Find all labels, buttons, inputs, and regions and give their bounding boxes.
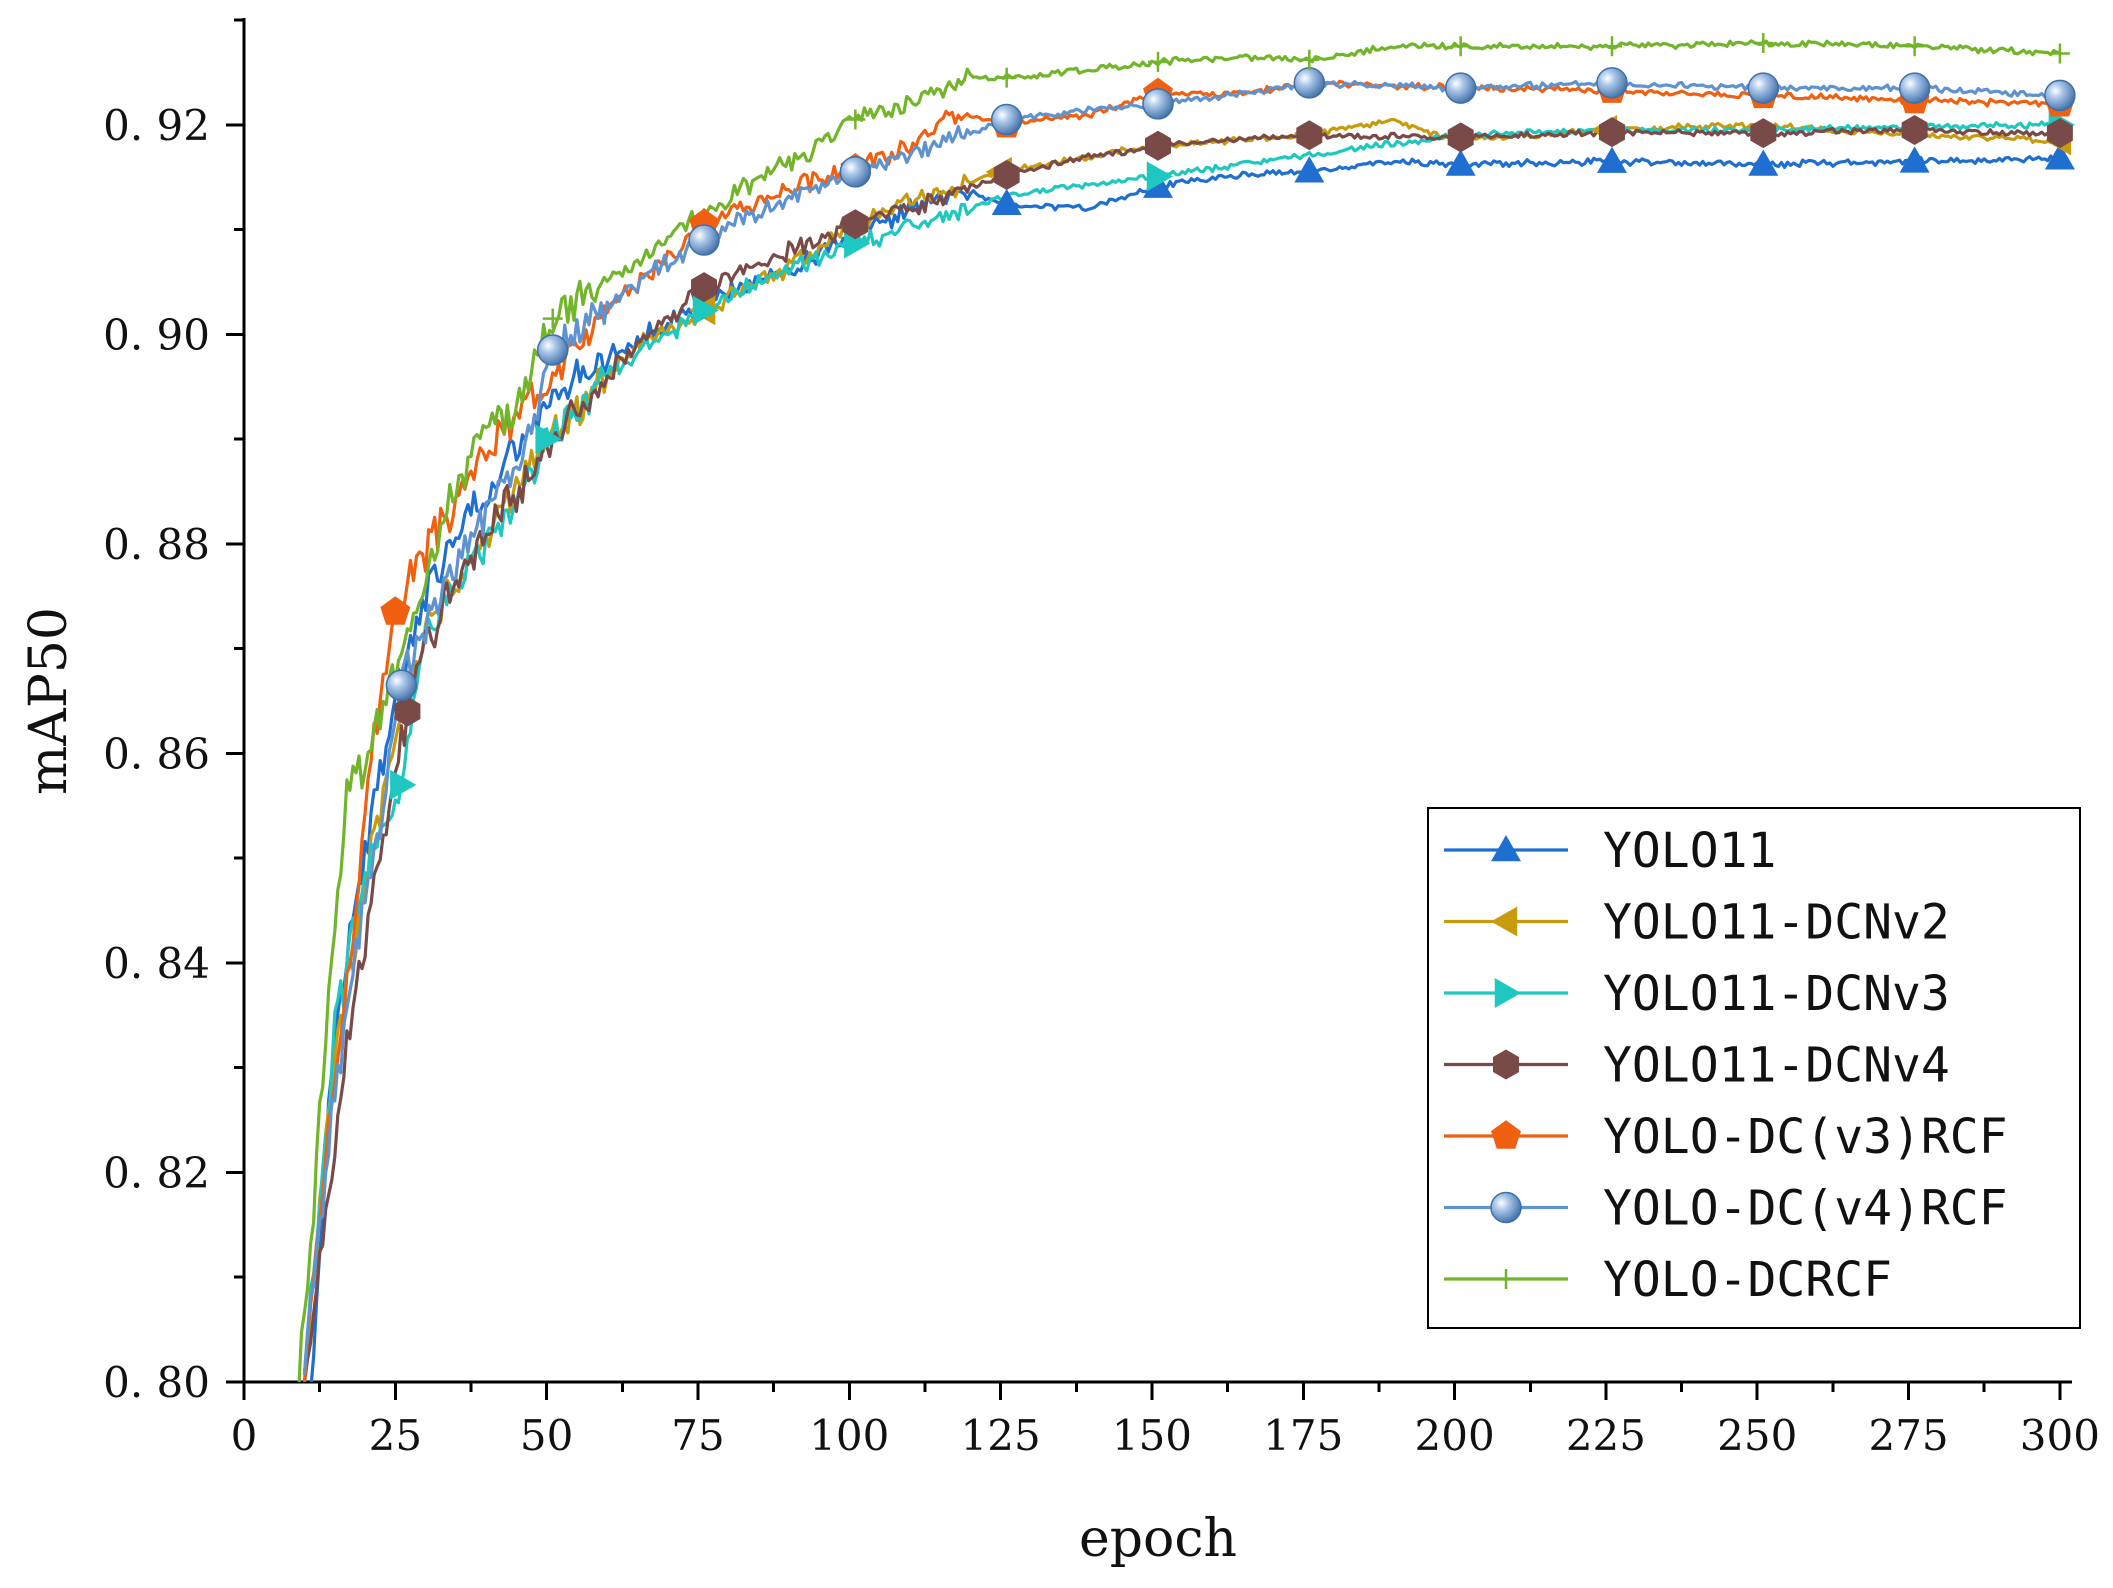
legend-label: YOLO-DCRCF xyxy=(1603,1252,1892,1308)
series-marker xyxy=(993,160,1020,191)
series-marker xyxy=(1142,88,1174,120)
legend-entry: YOLO11-DCNv4 xyxy=(1444,1038,1950,1094)
x-tick-label: 275 xyxy=(1868,1411,1948,1460)
series-marker xyxy=(2044,143,2075,170)
series-marker xyxy=(1294,156,1325,183)
legend-swatch-marker xyxy=(1494,978,1521,1008)
series-marker xyxy=(991,188,1022,215)
series-marker xyxy=(1748,149,1779,176)
series-marker xyxy=(1145,130,1171,161)
series-marker xyxy=(1904,36,1925,57)
legend-label: YOLO11-DCNv3 xyxy=(1603,966,1950,1022)
legend-label: YOLO11-DCNv4 xyxy=(1603,1038,1950,1094)
series-marker xyxy=(839,156,872,188)
y-tick-label: 0. 88 xyxy=(103,520,210,569)
x-tick-label: 300 xyxy=(2020,1411,2100,1460)
y-tick-label: 0. 84 xyxy=(103,939,210,988)
series-marker xyxy=(691,272,718,303)
series-marker xyxy=(1146,161,1173,192)
series-marker xyxy=(1447,122,1474,153)
x-tick-label: 25 xyxy=(369,1411,422,1460)
x-tick-label: 175 xyxy=(1263,1411,1343,1460)
legend-label: YOLO-DC(v4)RCF xyxy=(1603,1181,2008,1237)
series-marker xyxy=(692,295,720,326)
series-marker xyxy=(535,424,562,455)
series-marker xyxy=(1747,72,1780,104)
series-marker xyxy=(1596,67,1628,99)
series-marker xyxy=(536,334,569,366)
legend-label: YOLO11 xyxy=(1603,823,1776,879)
x-tick-label: 250 xyxy=(1717,1411,1797,1460)
legend-box xyxy=(1427,807,2081,1329)
legend-entry: YOLO-DC(v4)RCF xyxy=(1444,1181,2008,1237)
series-marker xyxy=(1148,51,1168,72)
legend: YOLO11 YOLO11-DCNv2 YOLO11-DCNv3 YOLO11-DCN… xyxy=(1427,807,2081,1329)
x-tick-label: 125 xyxy=(961,1411,1041,1460)
series-marker xyxy=(1444,72,1477,104)
series-marker xyxy=(1450,36,1471,57)
x-tick-label: 225 xyxy=(1566,1411,1646,1460)
legend-label: YOLO-DC(v3)RCF xyxy=(1603,1109,2008,1165)
x-tick-label: 100 xyxy=(809,1411,889,1460)
y-tick-label: 0. 82 xyxy=(103,1148,210,1197)
legend-entry: YOLO-DC(v3)RCF xyxy=(1444,1109,2008,1165)
series-marker xyxy=(1596,146,1627,173)
series-marker xyxy=(845,109,866,130)
y-axis-title: mAP50 xyxy=(19,607,79,795)
legend-swatch-marker xyxy=(1496,1269,1516,1289)
series-marker xyxy=(1753,33,1774,54)
series-marker xyxy=(1899,146,1930,173)
x-tick-label: 200 xyxy=(1415,1411,1495,1460)
series-marker xyxy=(1750,118,1777,149)
y-tick-label: 0. 86 xyxy=(103,729,210,778)
legend-entry: YOLO11-DCNv3 xyxy=(1444,966,1950,1022)
series-marker xyxy=(688,224,720,256)
y-tick-label: 0. 92 xyxy=(103,101,210,150)
series-line-yolo-dcrcf xyxy=(297,39,2062,1382)
axes-group xyxy=(226,18,2072,1400)
series-marker xyxy=(1299,49,1320,70)
series-marker xyxy=(990,103,1023,136)
series-marker xyxy=(380,596,411,625)
series-marker xyxy=(2044,79,2076,112)
legend-swatch-marker xyxy=(1493,1049,1519,1080)
x-axis-title: epoch xyxy=(1079,1509,1237,1569)
series-marker xyxy=(390,769,417,800)
y-tick-label: 0. 90 xyxy=(103,310,210,359)
series-marker xyxy=(1445,149,1476,176)
markers-group xyxy=(380,33,2076,800)
legend-entry: YOLO11 xyxy=(1444,823,1776,879)
legend-swatch-marker xyxy=(1491,835,1521,862)
legend-swatch-marker xyxy=(1491,906,1518,937)
series-marker xyxy=(542,308,563,329)
x-tick-label: 0 xyxy=(231,1411,258,1460)
x-tick-label: 150 xyxy=(1112,1411,1192,1460)
series-marker xyxy=(394,696,421,727)
series-marker xyxy=(2049,43,2070,64)
legend-swatch-marker xyxy=(1491,1120,1521,1149)
series-marker xyxy=(842,209,869,240)
series-marker xyxy=(1898,72,1931,104)
series-marker xyxy=(385,669,418,702)
x-tick-label: 50 xyxy=(520,1411,573,1460)
series-marker xyxy=(1901,115,1928,146)
series-marker xyxy=(1293,67,1326,99)
series-marker xyxy=(1598,117,1625,148)
series-marker xyxy=(996,67,1017,88)
legend-entry: YOLO11-DCNv2 xyxy=(1444,895,1950,951)
axis-labels-group: 0 25 50 75 100 125 150 175 200 225 250 275 300 0. 80 0… xyxy=(19,101,2100,1569)
series-marker xyxy=(2046,118,2073,149)
series-marker xyxy=(1296,120,1323,151)
x-tick-label: 75 xyxy=(671,1411,724,1460)
legend-swatch-marker xyxy=(1490,1191,1522,1224)
legend-label: YOLO11-DCNv2 xyxy=(1603,895,1950,951)
series-marker xyxy=(1601,36,1622,57)
legend-entry: YOLO-DCRCF xyxy=(1444,1252,1892,1308)
y-tick-label: 0. 80 xyxy=(103,1358,210,1407)
